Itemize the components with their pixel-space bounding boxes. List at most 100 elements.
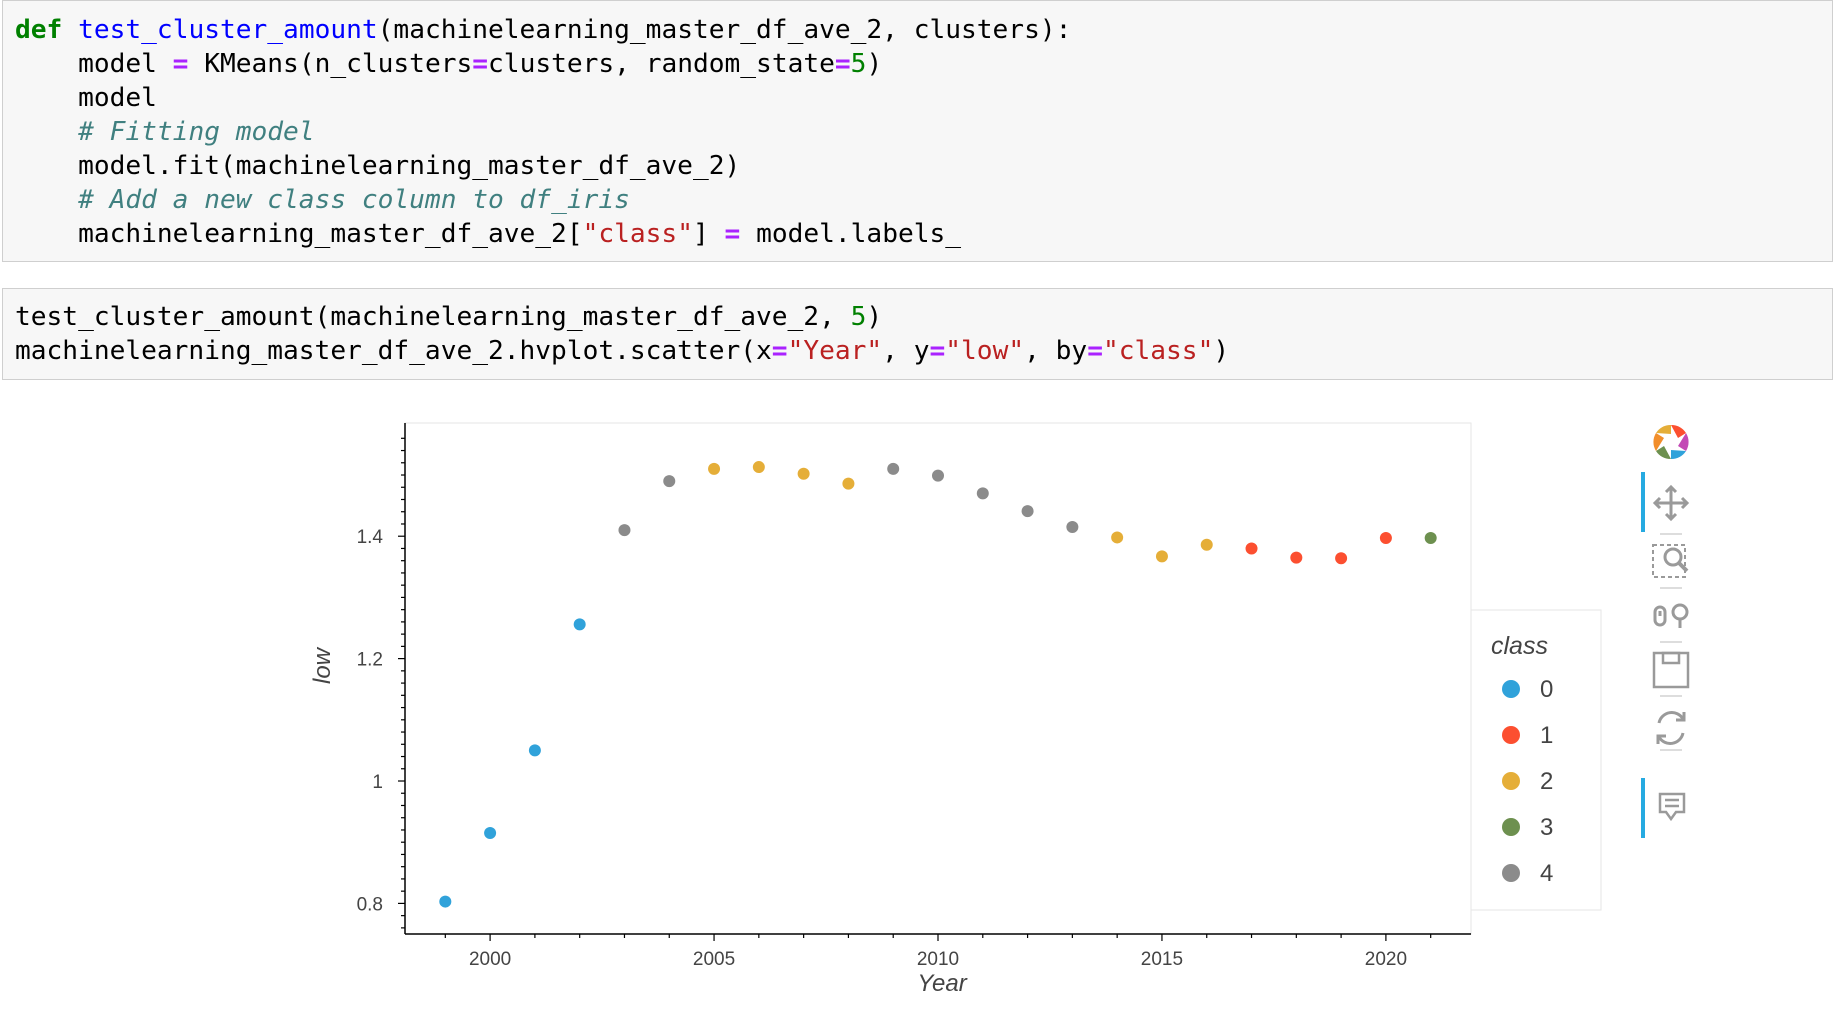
code-token: machinelearning_master_df_ave_2.hvplot.s… bbox=[15, 336, 772, 366]
code-line: model = KMeans(n_clusters=clusters, rand… bbox=[15, 47, 1071, 81]
y-tick-label: 1.2 bbox=[357, 650, 383, 671]
reset-icon[interactable] bbox=[1656, 711, 1686, 745]
code-token: machinelearning_master_df_ave_2[ bbox=[15, 219, 583, 249]
code-line: machinelearning_master_df_ave_2.hvplot.s… bbox=[15, 334, 1229, 368]
scatter-point-class-4 bbox=[932, 469, 944, 482]
code-token: model.fit(machinelearning_master_df_ave_… bbox=[15, 151, 741, 181]
code-token: def bbox=[15, 15, 63, 45]
plot-toolbar[interactable] bbox=[1641, 424, 1690, 838]
code-line: machinelearning_master_df_ave_2["class"]… bbox=[15, 217, 1071, 251]
y-axis-label: low bbox=[309, 646, 336, 684]
bokeh-logo-icon[interactable] bbox=[1653, 424, 1689, 460]
legend-marker-class-1 bbox=[1502, 726, 1520, 744]
y-tick-label: 0.8 bbox=[357, 894, 383, 915]
scatter-point-class-1 bbox=[1290, 551, 1303, 564]
active-tool-indicator bbox=[1641, 778, 1645, 838]
legend-marker-class-2 bbox=[1502, 772, 1520, 790]
hover-icon[interactable] bbox=[1658, 792, 1686, 822]
scatter-point-class-0 bbox=[528, 744, 541, 757]
code-token: = bbox=[724, 219, 741, 249]
legend-marker-class-3 bbox=[1502, 818, 1520, 836]
code-line: # Fitting model bbox=[15, 115, 1071, 149]
code-line: model bbox=[15, 81, 1071, 115]
code-token: "class" bbox=[582, 219, 693, 249]
code-token: , by bbox=[1024, 336, 1088, 366]
legend-marker-class-0 bbox=[1502, 680, 1520, 698]
code-cell-plot-call[interactable]: test_cluster_amount(machinelearning_mast… bbox=[2, 288, 1833, 380]
legend-title: class bbox=[1491, 632, 1548, 660]
code-token: 5 bbox=[850, 49, 867, 79]
code-token: (machinelearning_master_df_ave_2, cluste… bbox=[377, 15, 1072, 45]
code-editor[interactable]: def test_cluster_amount(machinelearning_… bbox=[15, 13, 1071, 251]
scatter-point-class-0 bbox=[439, 895, 452, 908]
code-token: test_cluster_amount(machinelearning_mast… bbox=[15, 302, 851, 332]
code-token bbox=[62, 15, 78, 45]
scatter-point-class-2 bbox=[752, 461, 765, 474]
code-editor[interactable]: test_cluster_amount(machinelearning_mast… bbox=[15, 300, 1229, 368]
code-line: test_cluster_amount(machinelearning_mast… bbox=[15, 300, 1229, 334]
code-token: = bbox=[834, 49, 851, 79]
code-token: # Add a new class column to df_iris bbox=[78, 185, 630, 215]
code-line: # Add a new class column to df_iris bbox=[15, 183, 1071, 217]
scatter-point-class-1 bbox=[1245, 542, 1258, 555]
code-token: KMeans(n_clusters bbox=[188, 49, 473, 79]
scatter-point-class-4 bbox=[1021, 505, 1034, 518]
code-token: model.labels_ bbox=[740, 219, 962, 249]
wheel-zoom-icon[interactable] bbox=[1653, 603, 1689, 628]
scatter-point-class-2 bbox=[797, 467, 810, 480]
code-token: model bbox=[15, 49, 173, 79]
code-token: 5 bbox=[850, 302, 867, 332]
code-token: test_cluster_amount bbox=[78, 15, 378, 45]
code-token: ] bbox=[692, 219, 725, 249]
scatter-point-class-4 bbox=[663, 475, 676, 488]
x-tick-label: 2000 bbox=[469, 949, 511, 970]
code-token: = bbox=[929, 336, 946, 366]
pan-icon[interactable] bbox=[1652, 484, 1690, 522]
code-token: "Year" bbox=[787, 336, 883, 366]
scatter-point-class-1 bbox=[1335, 552, 1348, 565]
scatter-point-class-2 bbox=[1155, 550, 1168, 563]
code-token: = bbox=[1087, 336, 1103, 366]
code-token: , y bbox=[882, 336, 930, 366]
scatter-point-class-2 bbox=[842, 477, 855, 490]
scatter-point-class-0 bbox=[573, 618, 586, 631]
legend-label: 4 bbox=[1540, 860, 1553, 887]
legend-label: 0 bbox=[1540, 676, 1553, 703]
scatter-point-class-4 bbox=[976, 487, 989, 500]
legend-label: 3 bbox=[1540, 814, 1553, 841]
code-cell-definition[interactable]: def test_cluster_amount(machinelearning_… bbox=[2, 0, 1833, 262]
code-token: = bbox=[771, 336, 788, 366]
legend-marker-class-4 bbox=[1502, 864, 1520, 882]
x-tick-label: 2010 bbox=[917, 949, 959, 970]
scatter-point-class-4 bbox=[1066, 521, 1079, 534]
code-token: ) bbox=[866, 302, 883, 332]
y-tick-label: 1.4 bbox=[357, 527, 384, 548]
scatter-points bbox=[439, 461, 1437, 908]
code-token: "class" bbox=[1102, 336, 1214, 366]
code-token: = bbox=[472, 49, 489, 79]
scatter-point-class-2 bbox=[1200, 538, 1213, 551]
scatter-point-class-4 bbox=[887, 462, 900, 475]
scatter-point-class-2 bbox=[708, 462, 721, 475]
box-zoom-icon[interactable] bbox=[1652, 544, 1689, 578]
x-tick-label: 2020 bbox=[1365, 949, 1407, 970]
legend-label: 2 bbox=[1540, 768, 1553, 795]
code-token: # Fitting model bbox=[78, 117, 315, 147]
code-token: clusters, random_state bbox=[488, 49, 835, 79]
scatter-point-class-3 bbox=[1424, 532, 1437, 545]
code-line: def test_cluster_amount(machinelearning_… bbox=[15, 13, 1071, 47]
code-token: ) bbox=[1213, 336, 1230, 366]
code-token: = bbox=[172, 49, 189, 79]
scatter-point-class-0 bbox=[484, 827, 497, 840]
legend-box bbox=[1470, 609, 1602, 911]
plot-frame bbox=[404, 422, 1472, 935]
x-tick-label: 2005 bbox=[693, 949, 735, 970]
save-icon[interactable] bbox=[1652, 651, 1690, 689]
code-token: "low" bbox=[945, 336, 1025, 366]
code-line: model.fit(machinelearning_master_df_ave_… bbox=[15, 149, 1071, 183]
x-axis-label: Year bbox=[917, 970, 967, 997]
y-tick-label: 1 bbox=[372, 772, 383, 793]
code-token: model bbox=[15, 83, 157, 113]
scatter-point-class-2 bbox=[1111, 531, 1124, 544]
